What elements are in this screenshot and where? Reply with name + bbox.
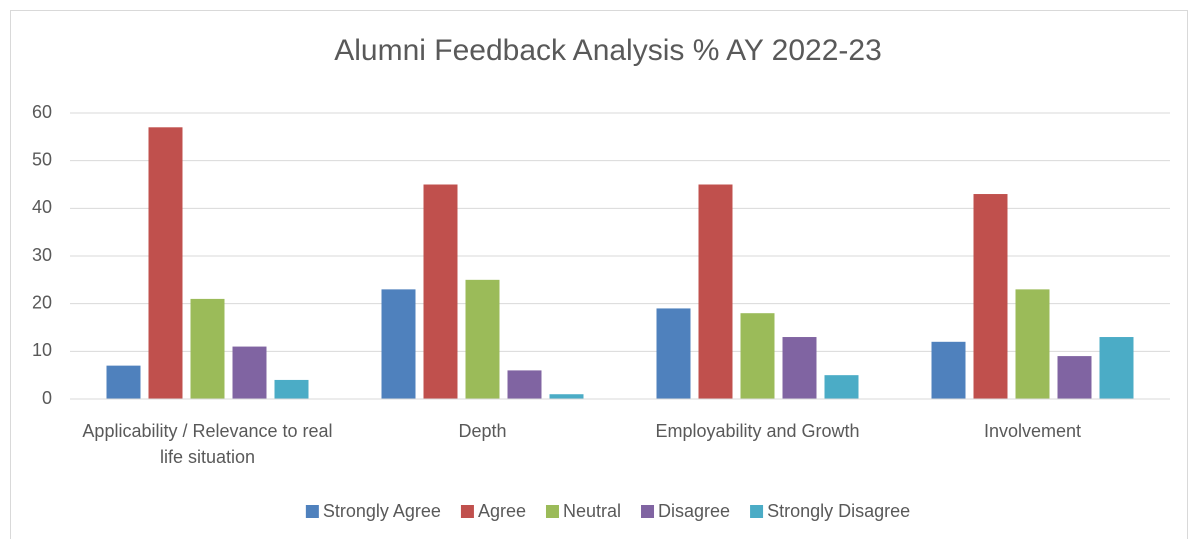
bar [740,313,775,399]
bar [931,341,966,399]
y-tick-label: 20 [32,292,52,312]
bar [465,279,500,399]
y-tick-label: 60 [32,102,52,122]
legend-label: Neutral [563,501,621,521]
legend-label: Strongly Disagree [767,501,910,521]
legend-swatch [305,505,319,518]
bar [190,298,225,399]
legend-swatch [545,505,559,518]
bar [549,394,584,399]
legend-swatch [750,505,764,518]
y-tick-label: 50 [32,149,52,169]
bar [507,370,542,399]
legend-label: Agree [478,501,526,521]
bar [106,365,141,399]
legend-swatch [460,505,474,518]
legend-swatch [641,505,655,518]
y-tick-label: 40 [32,197,52,217]
bar [232,346,267,399]
bar [381,289,416,399]
bar [698,184,733,399]
bar [824,375,859,399]
bar [1057,356,1092,399]
x-tick-label: Employability and Growth [655,421,859,441]
bar [1015,289,1050,399]
bar [782,337,817,399]
y-tick-label: 0 [42,388,52,408]
x-tick-label: Involvement [984,421,1081,441]
bar [1099,337,1134,399]
legend-label: Disagree [658,501,730,521]
bar [423,184,458,399]
y-tick-label: 30 [32,245,52,265]
y-tick-label: 10 [32,340,52,360]
bar [148,127,183,400]
chart-title: Alumni Feedback Analysis % AY 2022-23 [334,34,882,67]
legend-label: Strongly Agree [323,501,441,521]
legend: Strongly Agree Agree Neutral Disagree Strong… [305,501,910,521]
x-tick-label: Applicability / Relevance to real life si… [82,421,332,467]
x-tick-label: Depth [458,421,506,441]
bar [973,194,1008,399]
bar [656,308,691,399]
bar [274,379,309,399]
